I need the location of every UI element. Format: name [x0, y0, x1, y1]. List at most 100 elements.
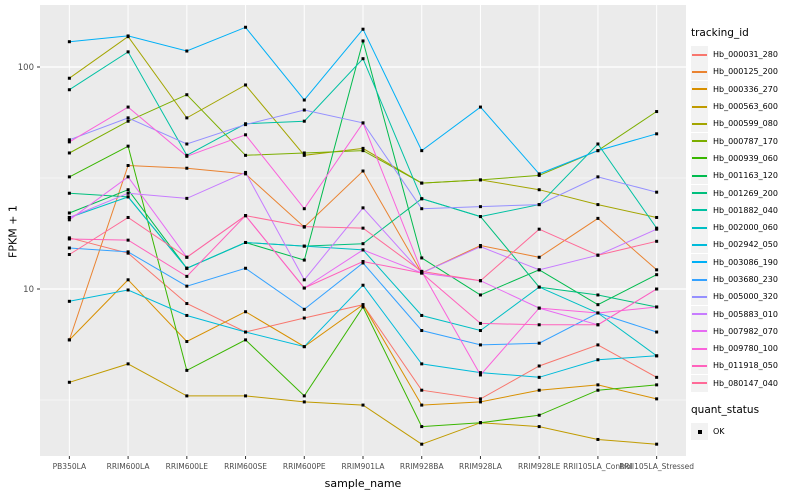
legend-key-box: [691, 46, 708, 64]
data-point: [420, 403, 424, 407]
x-tick-label: RRIM600SE: [224, 462, 267, 471]
data-point: [478, 215, 482, 219]
data-point: [537, 203, 541, 207]
data-point: [478, 178, 482, 182]
data-point: [67, 237, 71, 241]
data-point: [420, 388, 424, 392]
data-point: [244, 153, 248, 157]
legend-line-swatch: [692, 313, 707, 316]
data-point: [420, 329, 424, 333]
legend-key-box: [691, 98, 708, 116]
data-point: [244, 394, 248, 398]
data-point: [185, 340, 189, 344]
x-tick-label: RRII105LA_Control: [563, 462, 633, 471]
data-point: [67, 140, 71, 144]
legend-item: Hb_000125_200: [691, 63, 799, 81]
legend-item-label: Hb_002942_050: [713, 240, 778, 250]
legend-item-label: Hb_000125_200: [713, 67, 778, 77]
data-point: [126, 278, 130, 282]
data-point: [302, 394, 306, 398]
legend-item: Hb_011918_050: [691, 357, 799, 375]
data-point: [655, 305, 659, 309]
legend-item-label: Hb_009780_100: [713, 344, 778, 354]
data-point: [537, 285, 541, 289]
data-point: [655, 239, 659, 243]
data-point: [302, 207, 306, 211]
data-point: [302, 258, 306, 262]
legend-key-box: [691, 115, 708, 133]
data-point: [126, 250, 130, 254]
legend-line-swatch: [692, 295, 707, 298]
data-point: [596, 142, 600, 146]
data-point: [185, 116, 189, 120]
data-point: [361, 27, 365, 31]
data-point: [361, 305, 365, 309]
data-point: [420, 149, 424, 153]
data-point: [185, 274, 189, 278]
data-point: [67, 299, 71, 303]
data-point: [185, 302, 189, 306]
data-point: [361, 57, 365, 61]
data-point: [302, 316, 306, 320]
data-point: [596, 437, 600, 441]
legend-item: Hb_001882_040: [691, 201, 799, 219]
data-point: [655, 227, 659, 231]
x-axis-title: sample_name: [324, 477, 402, 490]
data-point: [596, 323, 600, 327]
legend-key-box: [691, 167, 708, 185]
data-point: [302, 400, 306, 404]
legend-line-swatch: [692, 278, 707, 281]
legend-line-swatch: [692, 53, 707, 56]
data-point: [478, 397, 482, 401]
data-point: [361, 226, 365, 230]
data-point: [126, 175, 130, 179]
legend-item: Hb_005000_320: [691, 288, 799, 306]
legend-key-box: [691, 149, 708, 167]
data-point: [185, 93, 189, 97]
legend-item-label: Hb_003680_230: [713, 275, 778, 284]
legend-key-box: [691, 80, 708, 98]
data-point: [244, 170, 248, 174]
data-point: [478, 279, 482, 283]
data-point: [67, 88, 71, 92]
legend-item: Hb_007982_070: [691, 322, 799, 340]
data-point: [361, 146, 365, 150]
data-point: [655, 110, 659, 114]
legend-item: Hb_080147_040: [691, 374, 799, 392]
data-point: [67, 215, 71, 219]
data-point: [302, 119, 306, 123]
legend-line-swatch: [692, 105, 707, 108]
data-point: [420, 271, 424, 275]
legend-item-label: Hb_005000_320: [713, 292, 778, 302]
legend-line-swatch: [692, 382, 707, 385]
data-point: [361, 121, 365, 125]
data-point: [420, 425, 424, 429]
legend-line-swatch: [692, 261, 707, 264]
data-point: [537, 364, 541, 368]
data-point: [67, 40, 71, 44]
legend-title: tracking_id: [691, 27, 749, 39]
quant-status-legend: quant_status OK: [691, 404, 799, 441]
data-point: [478, 400, 482, 404]
data-point: [478, 371, 482, 375]
data-point: [126, 34, 130, 38]
legend-item-label: Hb_000787_170: [713, 136, 778, 146]
legend-line-swatch: [692, 192, 707, 195]
data-point: [361, 248, 365, 252]
x-tick-label: RRIM928BA: [400, 462, 445, 471]
data-point: [126, 288, 130, 292]
data-point: [361, 403, 365, 407]
data-point: [67, 211, 71, 215]
data-point: [67, 151, 71, 155]
x-tick-label: RRIM928LA: [459, 462, 503, 471]
data-point: [244, 123, 248, 127]
data-point: [67, 380, 71, 384]
legend-key-box: [691, 219, 708, 237]
data-point: [126, 195, 130, 199]
data-point: [537, 413, 541, 417]
data-point: [655, 354, 659, 358]
legend-key-box: [691, 201, 708, 219]
legend: tracking_id Hb_000031_280 Hb_000125_200 Hb…: [691, 27, 799, 441]
legend-item-label: Hb_000599_080: [713, 119, 778, 129]
